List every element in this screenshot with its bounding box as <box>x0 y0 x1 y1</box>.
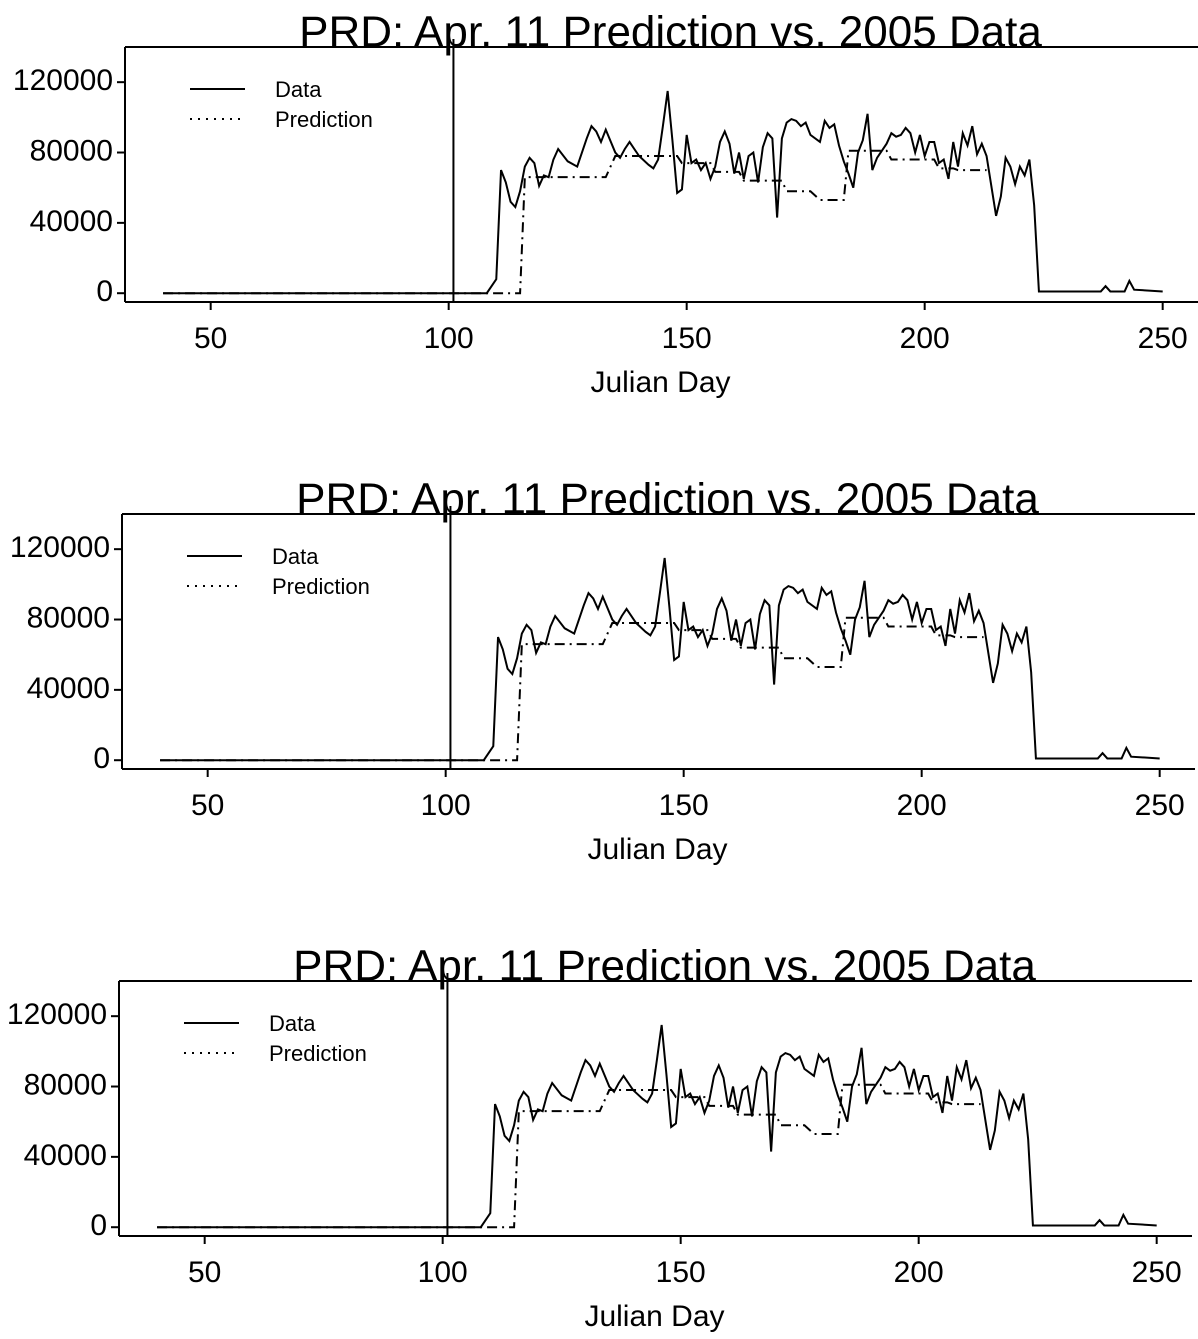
x-tick-label: 250 <box>1135 789 1185 822</box>
x-tick-label: 50 <box>188 1256 221 1289</box>
y-tick-label: 80000 <box>30 134 113 167</box>
legend-label: Prediction <box>269 1041 367 1066</box>
y-tick-label: 120000 <box>10 531 110 564</box>
chart-title: PRD: Apr. 11 Prediction vs. 2005 Data <box>299 8 1042 57</box>
x-tick-label: 150 <box>662 322 712 355</box>
y-tick-label: 0 <box>93 742 110 775</box>
data-line <box>163 90 1163 295</box>
y-tick-label: 120000 <box>7 998 107 1031</box>
chart-title: PRD: Apr. 11 Prediction vs. 2005 Data <box>296 475 1039 524</box>
y-tick-label: 0 <box>90 1209 107 1242</box>
y-tick-label: 40000 <box>24 1139 107 1172</box>
chart: 0 40000 80000 120000 50 100 150 200 250 Julian Da… <box>7 942 1192 1333</box>
x-tick-label: 200 <box>900 322 950 355</box>
y-tick-label: 80000 <box>24 1068 107 1101</box>
data-line <box>160 616 984 762</box>
x-tick-label: 250 <box>1132 1256 1182 1289</box>
x-tick-label: 200 <box>894 1256 944 1289</box>
legend-label: Data <box>275 77 322 102</box>
x-axis-label: Julian Day <box>590 366 730 399</box>
data-line <box>157 1083 981 1229</box>
x-axis-label: Julian Day <box>587 833 727 866</box>
legend-label: Prediction <box>272 574 370 599</box>
x-axis-label: Julian Day <box>584 1300 724 1333</box>
y-tick-label: 0 <box>96 275 113 308</box>
y-tick-label: 80000 <box>27 601 110 634</box>
x-tick-label: 50 <box>191 789 224 822</box>
data-line <box>163 149 987 295</box>
data-line <box>157 1024 1157 1229</box>
y-tick-label: 40000 <box>27 672 110 705</box>
x-tick-label: 100 <box>421 789 471 822</box>
chart: 0 40000 80000 120000 50 100 150 200 250 Julian Da… <box>13 8 1198 399</box>
x-tick-label: 200 <box>897 789 947 822</box>
x-tick-label: 50 <box>194 322 227 355</box>
x-tick-label: 100 <box>424 322 474 355</box>
legend-label: Data <box>269 1011 316 1036</box>
chart-title: PRD: Apr. 11 Prediction vs. 2005 Data <box>293 942 1036 991</box>
x-tick-label: 100 <box>418 1256 468 1289</box>
legend-label: Prediction <box>275 107 373 132</box>
x-tick-label: 150 <box>656 1256 706 1289</box>
x-tick-label: 250 <box>1138 322 1188 355</box>
chart: 0 40000 80000 120000 50 100 150 200 250 Julian Da… <box>10 475 1195 866</box>
y-tick-label: 40000 <box>30 205 113 238</box>
legend-label: Data <box>272 544 319 569</box>
x-tick-label: 150 <box>659 789 709 822</box>
data-line <box>160 557 1160 762</box>
y-tick-label: 120000 <box>13 64 113 97</box>
